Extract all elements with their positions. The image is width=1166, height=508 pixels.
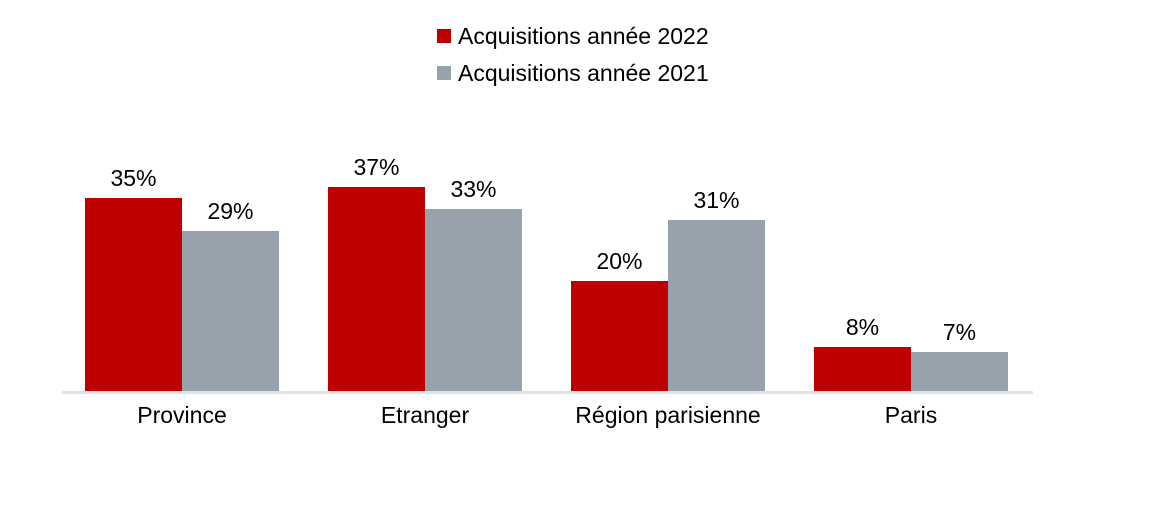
bar	[182, 231, 279, 391]
plot-area: 35% 29% 37% 33% 20% 31% 8% 7%	[62, 0, 1033, 391]
bar-value-label: 31%	[693, 187, 740, 213]
x-axis-category-label: Province	[137, 402, 227, 428]
bar	[425, 209, 522, 391]
x-axis-labels: Province Etranger Région parisienne Paris	[62, 401, 1033, 431]
x-axis-category-label: Paris	[884, 402, 938, 428]
bar-value-label: 8%	[845, 314, 880, 340]
x-axis-line	[62, 391, 1033, 394]
bar-value-label: 35%	[110, 165, 157, 191]
legend-swatch-icon	[437, 66, 451, 80]
bar-value-label: 20%	[596, 248, 643, 274]
chart-legend: Acquisitions année 2022 Acquisitions anné…	[437, 24, 709, 85]
legend-item: Acquisitions année 2022	[437, 24, 709, 48]
bar	[668, 220, 765, 391]
bar	[328, 187, 425, 391]
x-axis-category-label: Région parisienne	[575, 402, 761, 428]
legend-item: Acquisitions année 2021	[437, 61, 709, 85]
bar-value-label: 7%	[942, 319, 977, 345]
bar	[571, 281, 668, 391]
legend-label: Acquisitions année 2021	[458, 60, 709, 86]
legend-swatch-icon	[437, 29, 451, 43]
bar	[85, 198, 182, 391]
bar-value-label: 33%	[450, 176, 497, 202]
x-axis-category-label: Etranger	[380, 402, 470, 428]
legend-label: Acquisitions année 2022	[458, 23, 709, 49]
bar-value-label: 29%	[207, 198, 254, 224]
bar	[911, 352, 1008, 391]
bar	[814, 347, 911, 391]
bar-value-label: 37%	[353, 154, 400, 180]
